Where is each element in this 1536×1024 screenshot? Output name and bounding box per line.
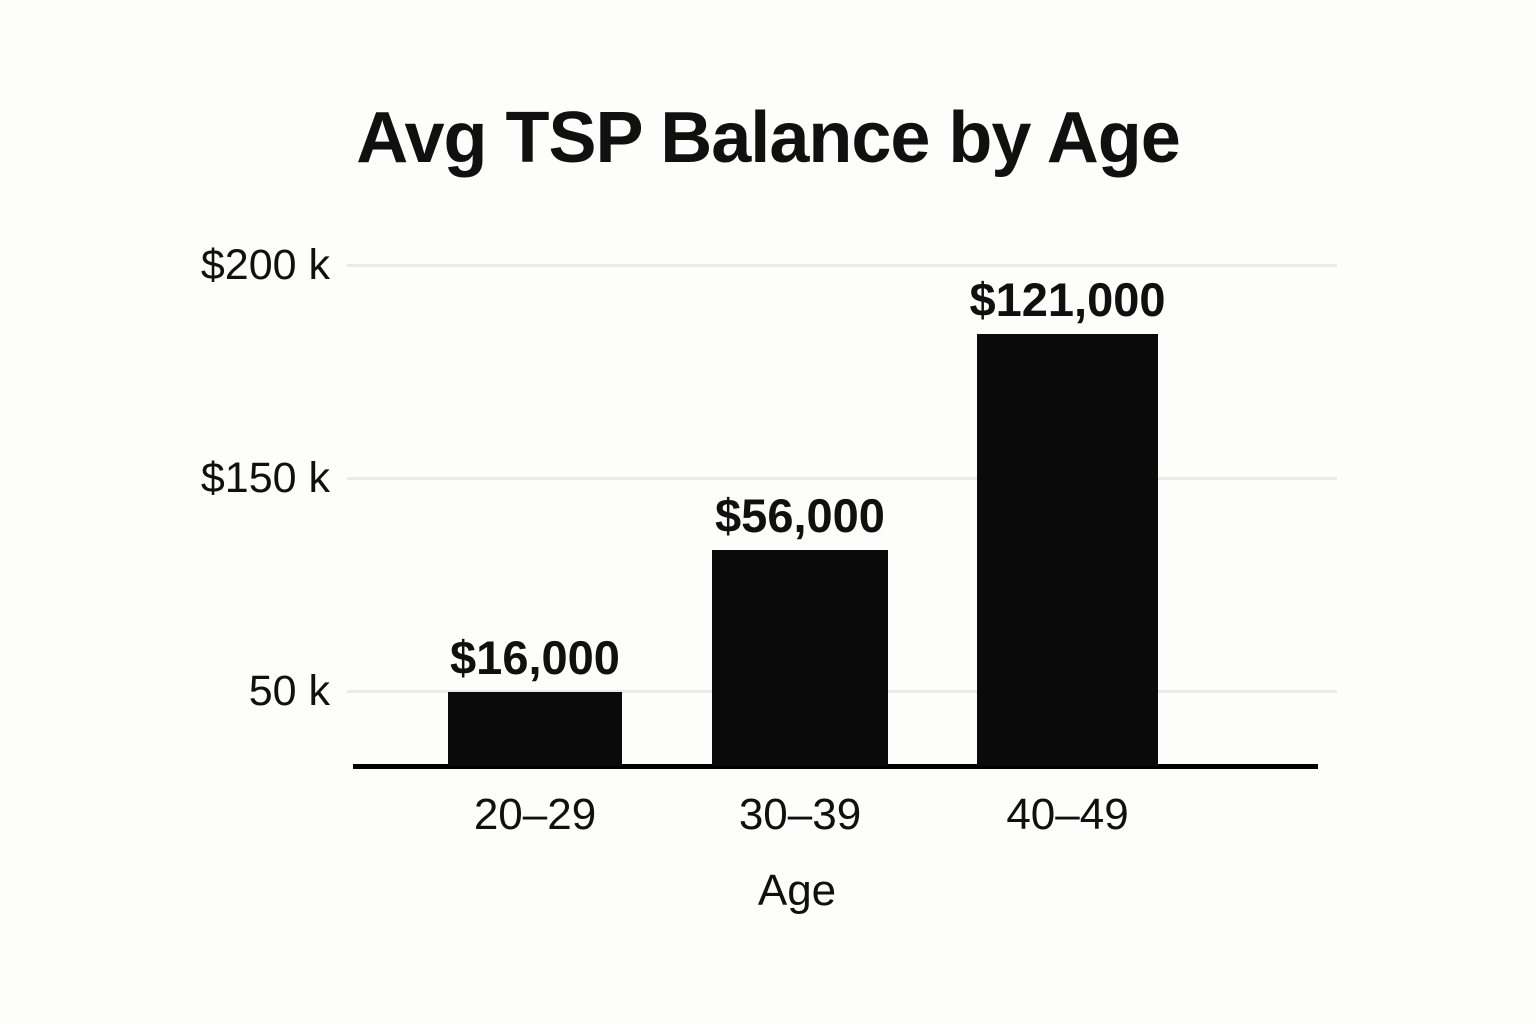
- x-tick-label: 30–39: [738, 790, 862, 839]
- bar-30-39: [712, 550, 888, 766]
- x-axis-title: Age: [757, 866, 837, 915]
- bar-20-29: [448, 692, 622, 766]
- x-axis-line: [353, 764, 1318, 769]
- y-tick-label: 50 k: [248, 667, 330, 715]
- bar-value-label: $121,000: [969, 273, 1166, 326]
- gridline-200k: [347, 264, 1337, 267]
- y-tick-label: $150 k: [200, 454, 330, 502]
- gridline-150k: [347, 477, 1337, 480]
- bar-40-49: [977, 334, 1158, 766]
- bar-value-label: $56,000: [715, 489, 885, 542]
- bar-value-label: $16,000: [450, 631, 620, 684]
- chart-title: Avg TSP Balance by Age: [356, 98, 1181, 178]
- x-tick-label: 40–49: [1006, 790, 1129, 839]
- y-tick-label: $200 k: [200, 241, 330, 289]
- x-tick-label: 20–29: [473, 790, 597, 839]
